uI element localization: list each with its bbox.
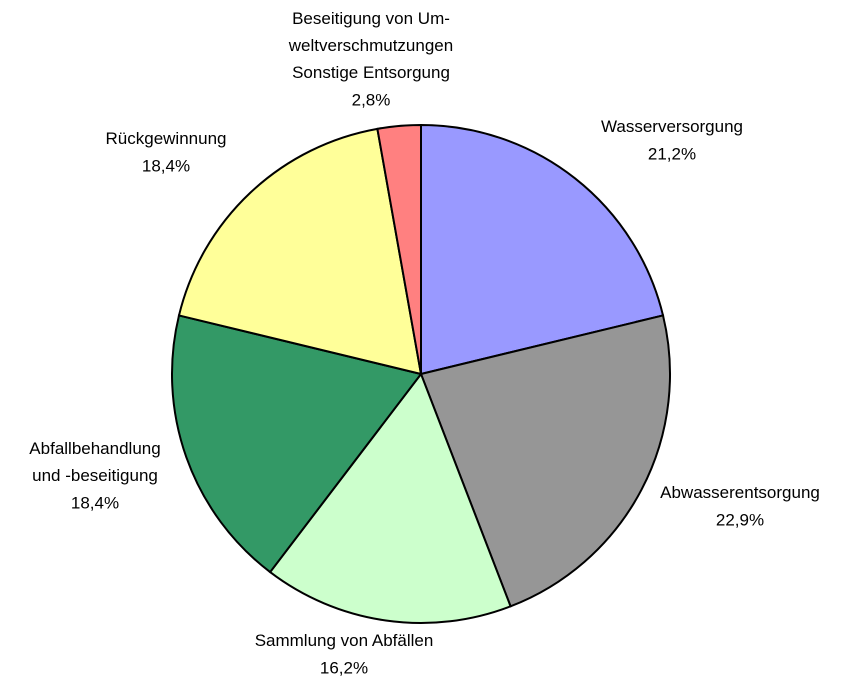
slice-label: Rückgewinnung [106,129,227,148]
pie-slice [177,127,423,376]
pie-slice [376,123,422,375]
slice-value-label: 18,4% [142,156,190,175]
slice-label: Sammlung von Abfällen [255,631,434,650]
pie-slice [268,371,512,624]
slice-value-label: 18,4% [71,493,119,512]
slice-label: Wasserversorgung [601,117,743,136]
pie-slice [171,314,423,574]
slice-label: Beseitigung von Um-weltverschmutzungen So… [288,9,453,82]
slice-value-label: 2,8% [352,90,391,109]
slice-label: Abwasserentsorgung [660,483,820,502]
pie-slice [420,123,665,376]
slice-value-label: 21,2% [648,144,696,163]
slice-value-label: 16,2% [320,658,368,677]
slice-value-label: 22,9% [716,510,764,529]
slice-label: Abfallbehandlung und -beseitigung [29,439,160,485]
